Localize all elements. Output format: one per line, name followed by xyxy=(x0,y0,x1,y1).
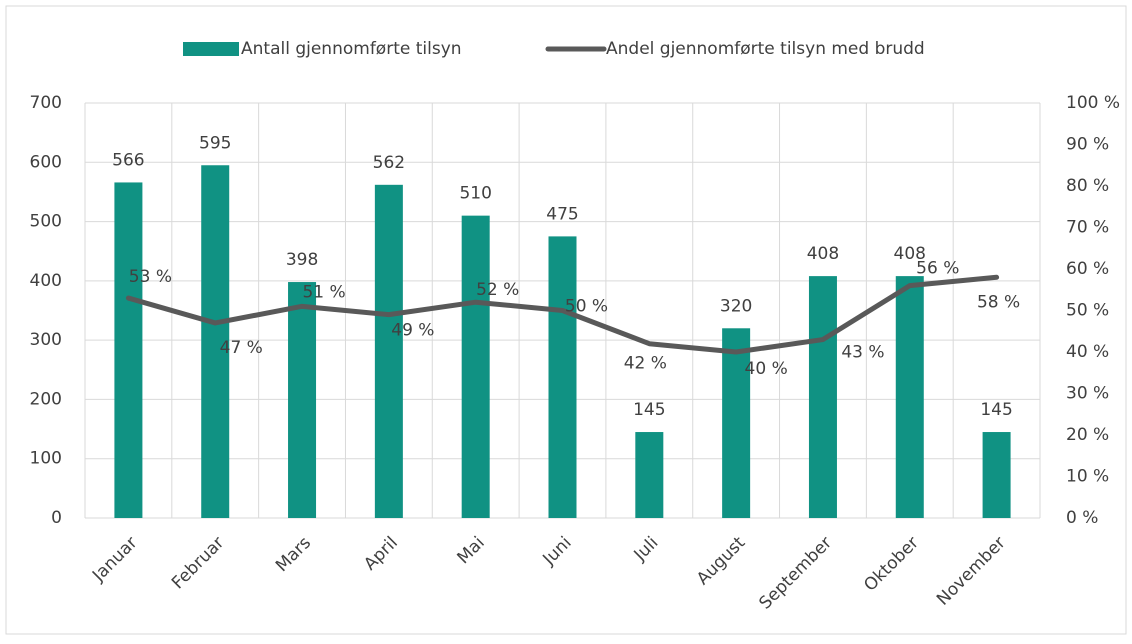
bar-value-label: 145 xyxy=(980,400,1012,420)
y-tick-label: 300 xyxy=(30,330,62,350)
bar-value-label: 475 xyxy=(546,204,578,224)
y-tick-label: 500 xyxy=(30,212,62,232)
bar xyxy=(548,236,577,518)
y2-tick-label: 70 % xyxy=(1066,218,1109,238)
y2-tick-label: 0 % xyxy=(1066,508,1098,528)
bar-value-label: 320 xyxy=(720,296,752,316)
y-tick-label: 0 xyxy=(51,508,62,528)
y-tick-label: 700 xyxy=(30,93,62,113)
bar-value-label: 145 xyxy=(633,400,665,420)
bar xyxy=(635,432,664,518)
line-value-label: 56 % xyxy=(916,259,959,279)
y-tick-label: 200 xyxy=(30,389,62,409)
line-value-label: 58 % xyxy=(977,292,1020,312)
bar xyxy=(722,328,751,518)
bar xyxy=(288,282,317,518)
line-value-label: 40 % xyxy=(745,359,788,379)
y2-tick-label: 60 % xyxy=(1066,259,1109,279)
bar-value-label: 595 xyxy=(199,133,231,153)
legend-label: Andel gjennomførte tilsyn med brudd xyxy=(606,39,925,59)
y2-tick-label: 50 % xyxy=(1066,301,1109,321)
y2-tick-label: 90 % xyxy=(1066,135,1109,155)
y-tick-label: 400 xyxy=(30,271,62,291)
bar xyxy=(808,276,837,518)
line-value-label: 51 % xyxy=(302,282,345,302)
bar xyxy=(114,182,143,518)
bar-value-label: 510 xyxy=(459,184,491,204)
bar xyxy=(201,165,230,518)
line-value-label: 42 % xyxy=(624,354,667,374)
bar-value-label: 408 xyxy=(807,244,839,264)
line xyxy=(125,274,1000,355)
line-value-label: 47 % xyxy=(220,338,263,358)
y-tick-label: 600 xyxy=(30,152,62,172)
y2-tick-label: 40 % xyxy=(1066,342,1109,362)
y2-tick-label: 30 % xyxy=(1066,384,1109,404)
y2-tick-label: 10 % xyxy=(1066,467,1109,487)
bar xyxy=(895,276,924,518)
y2-tick-label: 100 % xyxy=(1066,93,1120,113)
legend-label: Antall gjennomførte tilsyn xyxy=(241,39,462,59)
bar-value-label: 398 xyxy=(286,250,318,270)
y2-tick-label: 80 % xyxy=(1066,176,1109,196)
line-value-label: 50 % xyxy=(565,297,608,317)
line-value-label: 43 % xyxy=(841,343,884,363)
legend-swatch xyxy=(183,42,239,56)
bar xyxy=(374,184,403,519)
bar-value-label: 408 xyxy=(894,244,926,264)
line-value-label: 52 % xyxy=(476,280,519,300)
bar-value-label: 566 xyxy=(112,150,144,170)
line-value-label: 53 % xyxy=(129,267,172,287)
y-tick-label: 100 xyxy=(30,449,62,469)
line-value-label: 49 % xyxy=(391,321,434,341)
bar-value-label: 562 xyxy=(373,153,405,173)
bar xyxy=(982,432,1011,518)
bar xyxy=(461,215,490,518)
y2-tick-label: 20 % xyxy=(1066,425,1109,445)
